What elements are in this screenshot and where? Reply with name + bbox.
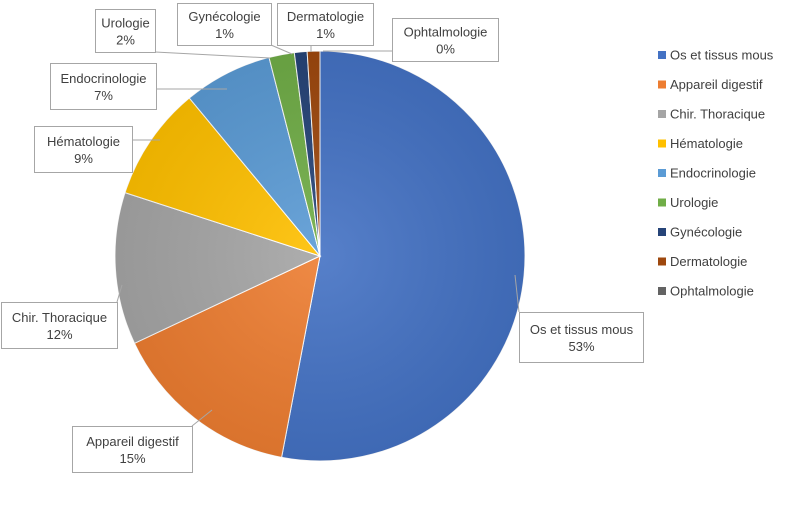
callout-ophtalmologie: Ophtalmologie 0% xyxy=(392,18,499,62)
data-label-value: 7% xyxy=(94,88,113,103)
callout-box-os-et-tissus-mous xyxy=(519,312,644,363)
data-label-category: Appareil digestif xyxy=(86,434,179,449)
legend-swatch xyxy=(658,257,666,266)
data-label-value: 2% xyxy=(116,33,135,48)
legend-item-dermatologie: Dermatologie xyxy=(658,254,747,269)
data-label-value: 1% xyxy=(316,26,335,41)
callout-box-dermatologie xyxy=(277,3,374,46)
leader-line-appareil-digestif xyxy=(191,409,213,427)
callout-gynecologie: Gynécologie 1% xyxy=(177,3,272,46)
data-label-category: Gynécologie xyxy=(188,9,260,24)
legend-swatch xyxy=(658,169,666,177)
legend-item-os-et-tissus-mous: Os et tissus mous xyxy=(658,48,774,63)
callout-appareil-digestif: Appareil digestif 15% xyxy=(72,426,193,473)
legend-swatch xyxy=(658,139,666,148)
leader-line-gynecologie xyxy=(270,44,293,55)
legend-swatch xyxy=(658,287,666,295)
legend-label: Chir. Thoracique xyxy=(670,107,765,122)
callout-os-et-tissus-mous: Os et tissus mous 53% xyxy=(519,312,644,363)
legend-swatch xyxy=(658,80,666,89)
legend: Os et tissus mous Appareil digestif Chir. … xyxy=(658,48,774,299)
callout-hematologie: Hématologie 9% xyxy=(34,126,133,173)
leader-line-os-et-tissus-mous xyxy=(514,274,520,313)
data-label-category: Chir. Thoracique xyxy=(12,310,107,325)
callout-box-appareil-digestif xyxy=(72,426,193,473)
legend-item-endocrinologie: Endocrinologie xyxy=(658,166,756,181)
callout-box-endocrinologie xyxy=(50,63,157,110)
callout-chir-thoracique: Chir. Thoracique 12% xyxy=(1,302,118,349)
legend-item-hematologie: Hématologie xyxy=(658,136,743,151)
leader-line-chir-thoracique xyxy=(116,284,123,303)
legend-label: Hématologie xyxy=(670,136,743,151)
data-label-category: Os et tissus mous xyxy=(530,322,634,337)
legend-item-urologie: Urologie xyxy=(658,195,718,210)
legend-label: Endocrinologie xyxy=(670,166,756,181)
data-label-value: 12% xyxy=(46,327,72,342)
data-label-value: 9% xyxy=(74,151,93,166)
leader-line-urologie xyxy=(154,51,271,59)
legend-item-chir-thoracique: Chir. Thoracique xyxy=(658,107,765,122)
data-label-callouts: Os et tissus mous 53% Appareil digestif 15%… xyxy=(1,3,644,473)
data-label-category: Endocrinologie xyxy=(60,71,146,86)
data-label-category: Urologie xyxy=(101,16,149,31)
legend-swatch xyxy=(658,228,666,236)
data-label-category: Hématologie xyxy=(47,134,120,149)
legend-label: Ophtalmologie xyxy=(670,284,754,299)
legend-label: Dermatologie xyxy=(670,254,747,269)
data-label-value: 0% xyxy=(436,42,455,57)
callout-urologie: Urologie 2% xyxy=(95,9,156,53)
callout-box-hematologie xyxy=(34,126,133,173)
pie-slices xyxy=(114,50,526,462)
legend-item-gynecologie: Gynécologie xyxy=(658,225,742,240)
data-label-category: Ophtalmologie xyxy=(404,25,488,40)
legend-item-ophtalmologie: Ophtalmologie xyxy=(658,284,754,299)
callout-endocrinologie: Endocrinologie 7% xyxy=(50,63,157,110)
legend-swatch xyxy=(658,110,666,118)
data-label-value: 1% xyxy=(215,26,234,41)
data-label-value: 53% xyxy=(568,339,594,354)
legend-label: Gynécologie xyxy=(670,225,742,240)
data-label-category: Dermatologie xyxy=(287,9,364,24)
legend-label: Os et tissus mous xyxy=(670,48,774,63)
callout-box-chir-thoracique xyxy=(1,302,118,349)
callout-box-ophtalmologie xyxy=(392,18,499,62)
callout-box-urologie xyxy=(95,9,156,53)
legend-label: Appareil digestif xyxy=(670,77,763,92)
callout-leaders xyxy=(116,44,520,427)
legend-swatch xyxy=(658,198,666,207)
callout-dermatologie: Dermatologie 1% xyxy=(277,3,374,46)
legend-item-appareil-digestif: Appareil digestif xyxy=(658,77,763,92)
data-label-value: 15% xyxy=(119,451,145,466)
callout-box-gynecologie xyxy=(177,3,272,46)
legend-swatch xyxy=(658,51,666,59)
legend-label: Urologie xyxy=(670,195,718,210)
